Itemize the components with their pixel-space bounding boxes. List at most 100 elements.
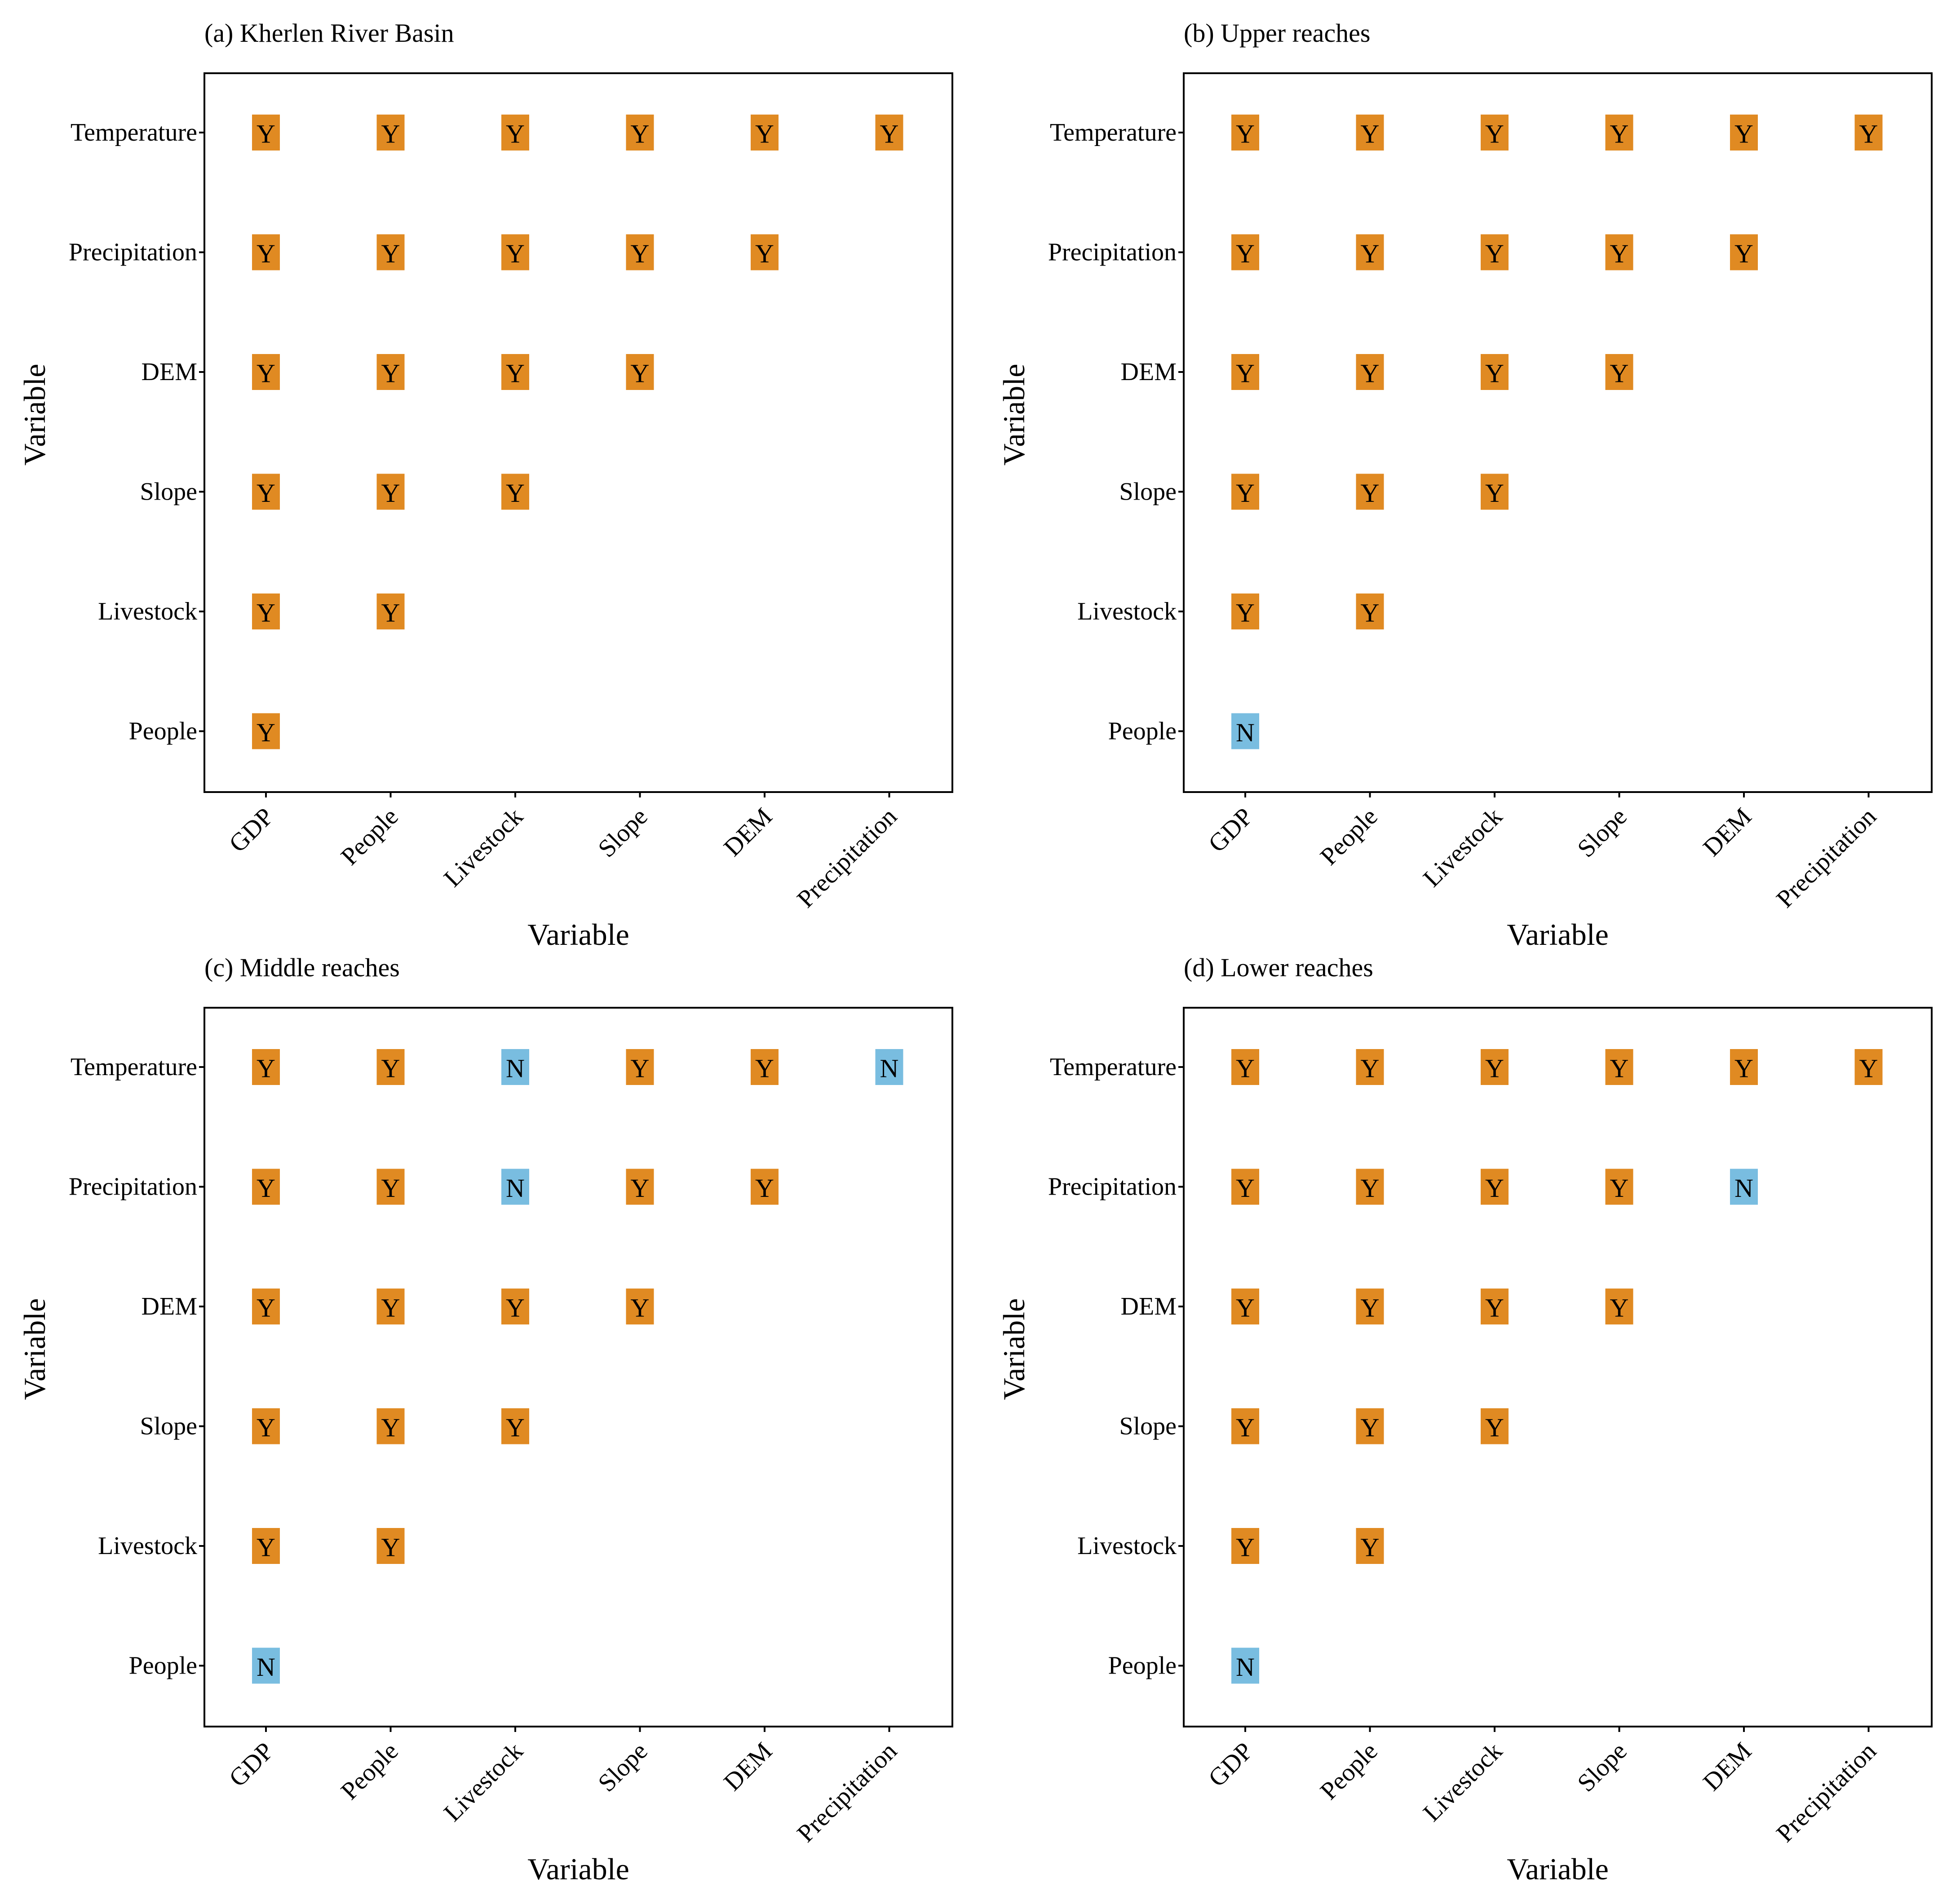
- cell-label: Y: [755, 239, 774, 268]
- cell-background: [1356, 354, 1384, 390]
- cell-label: Y: [1236, 1413, 1255, 1442]
- cell-background: [501, 115, 529, 151]
- x-tick-label: GDP: [1203, 802, 1258, 858]
- cell-background: [376, 474, 405, 510]
- y-tick-label: Livestock: [98, 1532, 197, 1560]
- cell-label: Y: [1485, 478, 1504, 508]
- cell-background: [751, 1169, 779, 1205]
- cell-label: Y: [257, 1533, 275, 1562]
- cell-background: [1605, 354, 1633, 390]
- matrix-cell-yes: Y: [1231, 234, 1259, 270]
- matrix-cell-yes: Y: [1231, 1049, 1259, 1085]
- cell-label: Y: [381, 1533, 400, 1562]
- y-tick-label: Temperature: [71, 1053, 197, 1081]
- matrix-cell-yes: Y: [751, 115, 779, 151]
- y-tick-label: Livestock: [1077, 1532, 1177, 1560]
- cell-label: Y: [381, 1413, 400, 1442]
- cell-background: [1231, 115, 1259, 151]
- cell-label: Y: [1734, 1054, 1753, 1083]
- cell-label: Y: [1236, 478, 1255, 508]
- cell-label: Y: [1236, 120, 1255, 149]
- x-tick-label: Livestock: [1418, 1737, 1508, 1827]
- cell-background: [1730, 1049, 1758, 1085]
- matrix-cell-no: N: [1231, 713, 1259, 749]
- y-tick-label: Precipitation: [69, 239, 197, 266]
- cell-label: Y: [880, 120, 899, 149]
- cell-label: Y: [381, 359, 400, 388]
- matrix-cell-yes: Y: [1481, 234, 1509, 270]
- cell-label: Y: [1485, 359, 1504, 388]
- y-axis-title: Variable: [997, 1298, 1031, 1400]
- cell-label: Y: [506, 120, 525, 149]
- cell-background: [626, 234, 654, 270]
- cell-label: Y: [1361, 1174, 1380, 1203]
- matrix-cell-yes: Y: [252, 1169, 280, 1205]
- matrix-cell-no: N: [1730, 1169, 1758, 1205]
- panel-c: (c) Middle reaches Temperature Precipitati…: [18, 953, 953, 1886]
- x-tick-label: Precipitation: [792, 1737, 903, 1847]
- cell-background: [1481, 1169, 1509, 1205]
- cell-label: Y: [257, 1293, 275, 1323]
- cell-background: [1356, 1169, 1384, 1205]
- cell-label: Y: [381, 120, 400, 149]
- plot-frame: [204, 1007, 953, 1727]
- cell-background: [376, 1528, 405, 1564]
- cell-label: Y: [631, 1054, 650, 1083]
- cell-background: [1481, 474, 1509, 510]
- x-tick-label: DEM: [1698, 802, 1757, 862]
- matrix-cell-yes: Y: [1481, 1169, 1509, 1205]
- cell-background: [1730, 234, 1758, 270]
- panel-title: (d) Lower reaches: [1184, 953, 1373, 982]
- cell-background: [1356, 474, 1384, 510]
- matrix-cell-yes: Y: [376, 1289, 405, 1324]
- cell-background: [376, 1169, 405, 1205]
- cell-label: N: [1236, 718, 1255, 747]
- cell-background: [1231, 593, 1259, 629]
- cell-background: [751, 1049, 779, 1085]
- cell-label: Y: [506, 1293, 525, 1323]
- matrix-cell-yes: Y: [252, 593, 280, 629]
- cell-background: [1605, 115, 1633, 151]
- cell-label: Y: [1485, 1293, 1504, 1323]
- cell-background: [1231, 234, 1259, 270]
- matrix-cell-yes: Y: [1854, 115, 1883, 151]
- panel-title: (c) Middle reaches: [204, 953, 400, 982]
- cell-label: Y: [1361, 598, 1380, 628]
- y-tick-label: Temperature: [71, 119, 197, 146]
- matrix-cell-yes: Y: [1356, 474, 1384, 510]
- y-tick-label: Temperature: [1050, 119, 1177, 146]
- cell-background: [1854, 115, 1883, 151]
- cell-background: [1854, 1049, 1883, 1085]
- cell-background: [501, 1408, 529, 1444]
- y-tick-label: Precipitation: [1048, 239, 1177, 266]
- cell-background: [1231, 474, 1259, 510]
- cell-label: Y: [1361, 1533, 1380, 1562]
- cell-background: [252, 593, 280, 629]
- matrix-cell-yes: Y: [626, 1049, 654, 1085]
- matrix-cell-yes: Y: [501, 1289, 529, 1324]
- cell-label: Y: [1859, 1054, 1878, 1083]
- x-tick-label: People: [1315, 802, 1383, 871]
- cell-background: [376, 1408, 405, 1444]
- cell-background: [626, 1049, 654, 1085]
- y-tick-label: Livestock: [98, 598, 197, 625]
- y-tick-label: DEM: [142, 358, 197, 386]
- cell-background: [1356, 1408, 1384, 1444]
- matrix-cell-yes: Y: [1481, 474, 1509, 510]
- y-tick-label: Slope: [1119, 1413, 1177, 1440]
- cell-background: [376, 115, 405, 151]
- matrix-cell-yes: Y: [376, 354, 405, 390]
- y-tick-label: Precipitation: [69, 1173, 197, 1201]
- matrix-cell-yes: Y: [626, 115, 654, 151]
- y-tick-label: DEM: [1121, 358, 1177, 386]
- cell-background: [501, 234, 529, 270]
- cell-label: Y: [1236, 239, 1255, 268]
- x-tick-label: People: [336, 802, 404, 871]
- cell-background: [252, 1289, 280, 1324]
- cell-background: [1231, 1408, 1259, 1444]
- y-tick-label: Precipitation: [1048, 1173, 1177, 1201]
- x-tick-label: Precipitation: [1771, 802, 1882, 913]
- x-tick-label: Livestock: [438, 802, 528, 892]
- cell-background: [376, 593, 405, 629]
